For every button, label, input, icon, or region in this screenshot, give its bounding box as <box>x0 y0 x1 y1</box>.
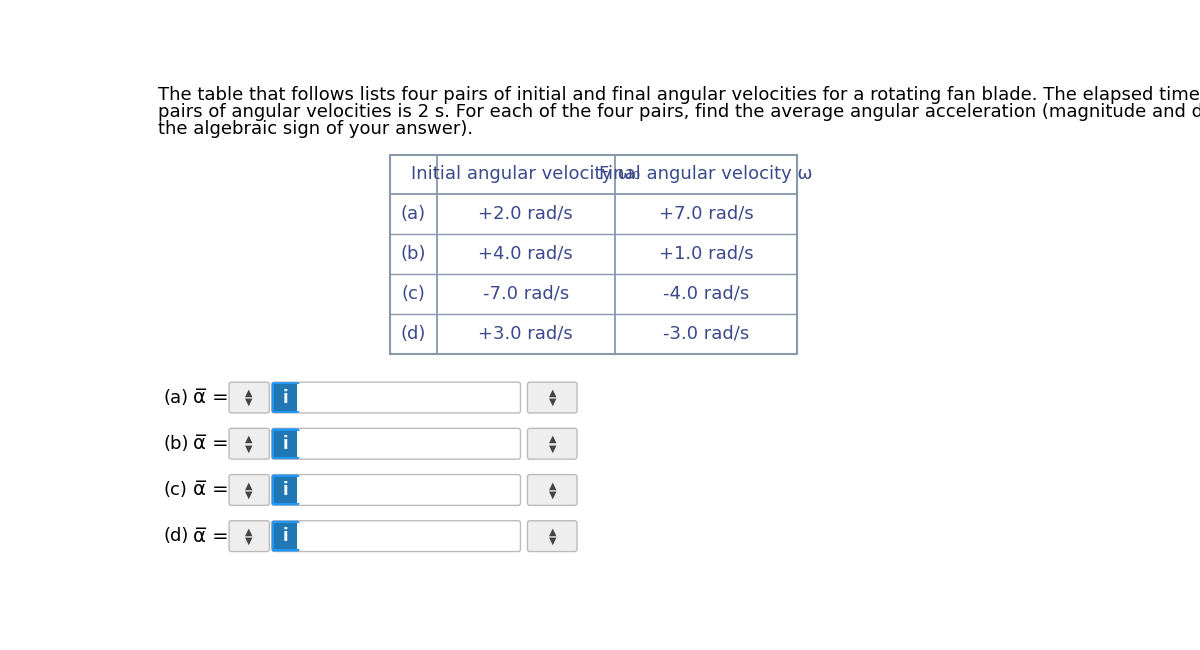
Text: +7.0 rad/s: +7.0 rad/s <box>659 205 754 222</box>
Text: the algebraic sign of your answer).: the algebraic sign of your answer). <box>157 120 473 138</box>
FancyBboxPatch shape <box>271 428 300 459</box>
Text: ▲: ▲ <box>548 434 556 444</box>
Text: ▼: ▼ <box>246 443 253 453</box>
FancyBboxPatch shape <box>271 474 300 505</box>
Text: ▼: ▼ <box>548 489 556 500</box>
Text: i: i <box>283 389 288 406</box>
Text: ▲: ▲ <box>246 434 253 444</box>
FancyBboxPatch shape <box>528 521 577 552</box>
Text: The table that follows lists four pairs of initial and final angular velocities : The table that follows lists four pairs … <box>157 86 1200 104</box>
Text: (b): (b) <box>401 244 426 263</box>
FancyBboxPatch shape <box>271 474 521 505</box>
Text: ▲: ▲ <box>246 526 253 536</box>
Text: α̅ =: α̅ = <box>193 526 228 545</box>
FancyBboxPatch shape <box>271 382 521 413</box>
FancyBboxPatch shape <box>271 521 300 552</box>
FancyBboxPatch shape <box>271 521 521 552</box>
Text: ▲: ▲ <box>548 526 556 536</box>
FancyBboxPatch shape <box>528 382 577 413</box>
Text: α̅ =: α̅ = <box>193 434 228 453</box>
Text: -7.0 rad/s: -7.0 rad/s <box>482 285 569 303</box>
Text: α̅ =: α̅ = <box>193 388 228 407</box>
Bar <box>274 431 298 457</box>
FancyBboxPatch shape <box>229 521 269 552</box>
Bar <box>274 477 298 503</box>
Text: (d): (d) <box>401 324 426 343</box>
Text: ▼: ▼ <box>246 489 253 500</box>
FancyBboxPatch shape <box>528 474 577 505</box>
FancyBboxPatch shape <box>271 382 300 413</box>
Text: (a): (a) <box>164 389 190 406</box>
Text: ▲: ▲ <box>548 480 556 490</box>
Text: -3.0 rad/s: -3.0 rad/s <box>662 324 749 343</box>
Text: α̅ =: α̅ = <box>193 480 228 499</box>
Bar <box>274 384 298 411</box>
Bar <box>298 431 301 457</box>
Text: (d): (d) <box>164 527 190 545</box>
FancyBboxPatch shape <box>229 474 269 505</box>
Text: +2.0 rad/s: +2.0 rad/s <box>479 205 574 222</box>
Text: (c): (c) <box>402 285 426 303</box>
Text: pairs of angular velocities is 2 s. For each of the four pairs, find the average: pairs of angular velocities is 2 s. For … <box>157 103 1200 121</box>
FancyBboxPatch shape <box>229 428 269 459</box>
Bar <box>274 523 298 549</box>
Text: ▼: ▼ <box>246 536 253 546</box>
Text: +4.0 rad/s: +4.0 rad/s <box>479 244 574 263</box>
Bar <box>298 523 301 549</box>
Text: ▼: ▼ <box>246 397 253 407</box>
Text: ▼: ▼ <box>548 536 556 546</box>
Text: -4.0 rad/s: -4.0 rad/s <box>662 285 749 303</box>
Text: Initial angular velocity ω₀: Initial angular velocity ω₀ <box>412 165 641 183</box>
Text: ▲: ▲ <box>246 388 253 398</box>
Text: (a): (a) <box>401 205 426 222</box>
FancyBboxPatch shape <box>528 428 577 459</box>
Text: i: i <box>283 435 288 453</box>
Text: +1.0 rad/s: +1.0 rad/s <box>659 244 754 263</box>
FancyBboxPatch shape <box>229 382 269 413</box>
Text: i: i <box>283 481 288 499</box>
Text: +3.0 rad/s: +3.0 rad/s <box>479 324 574 343</box>
Text: ▲: ▲ <box>246 480 253 490</box>
Text: ▼: ▼ <box>548 397 556 407</box>
Text: ▲: ▲ <box>548 388 556 398</box>
Text: (b): (b) <box>164 435 190 453</box>
Text: Final angular velocity ω: Final angular velocity ω <box>599 165 812 183</box>
Text: ▼: ▼ <box>548 443 556 453</box>
Bar <box>298 384 301 411</box>
Text: (c): (c) <box>164 481 188 499</box>
FancyBboxPatch shape <box>271 428 521 459</box>
Bar <box>298 477 301 503</box>
Text: i: i <box>283 527 288 545</box>
Bar <box>390 155 797 354</box>
